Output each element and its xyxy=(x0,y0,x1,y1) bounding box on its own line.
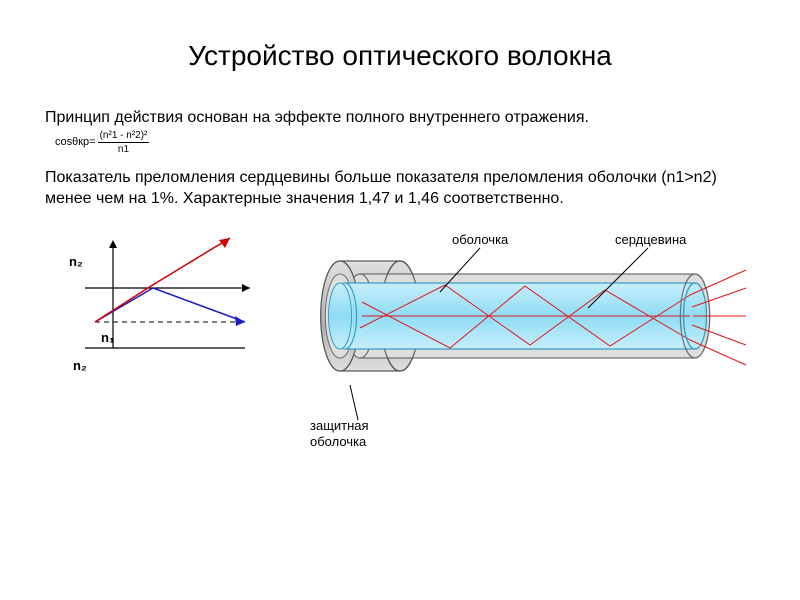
svg-text:оболочка: оболочка xyxy=(452,232,509,247)
formula-den: n1 xyxy=(116,143,131,157)
formula: cosθкр= (n²1 - n²2)² n1 xyxy=(55,129,149,157)
svg-text:сердцевина: сердцевина xyxy=(615,232,687,247)
svg-text:защитная: защитная xyxy=(310,418,369,433)
fiber-diagram: оболочкасердцевиназащитнаяоболочка xyxy=(270,230,755,460)
svg-text:n₂: n₂ xyxy=(73,358,87,373)
para1-text: Принцип действия основан на эффекте полн… xyxy=(45,109,589,126)
svg-text:n₁: n₁ xyxy=(101,330,114,345)
fiber-svg: оболочкасердцевиназащитнаяоболочка xyxy=(270,230,750,455)
formula-fraction: (n²1 - n²2)² n1 xyxy=(98,129,150,157)
tir-svg: n₂ n₁ n₂ xyxy=(45,230,255,380)
svg-text:n₂: n₂ xyxy=(69,254,83,269)
formula-num: (n²1 - n²2)² xyxy=(98,129,150,144)
slide-title: Устройство оптического волокна xyxy=(45,40,755,72)
paragraph-2: Показатель преломления сердцевины больше… xyxy=(45,167,745,210)
tir-diagram: n₂ n₁ n₂ xyxy=(45,230,255,385)
formula-lhs: cosθкр= xyxy=(55,135,96,150)
paragraph-1: Принцип действия основан на эффекте полн… xyxy=(45,107,695,157)
diagrams-row: n₂n₁n₂ оболочкасердцевиназащитнаяоболочк… xyxy=(45,230,755,460)
svg-text:оболочка: оболочка xyxy=(310,434,367,449)
